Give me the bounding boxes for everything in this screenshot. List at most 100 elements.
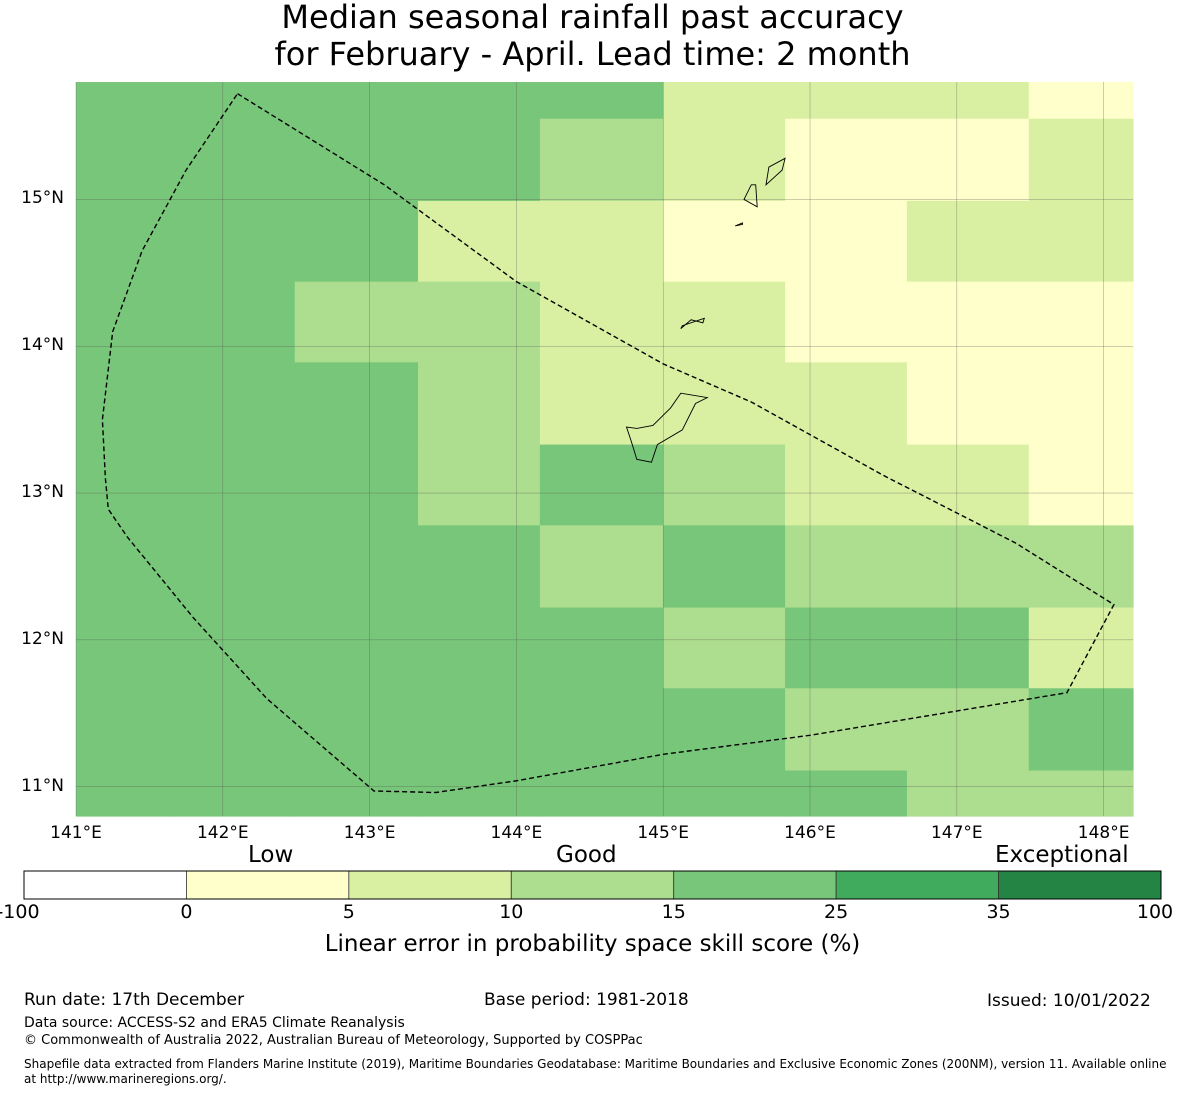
grid-cell xyxy=(418,281,541,363)
colorbar xyxy=(23,870,1162,900)
lon-tick-label: 145°E xyxy=(637,823,690,843)
copyright: © Commonwealth of Australia 2022, Austra… xyxy=(24,1033,643,1048)
grid-cell xyxy=(539,444,664,526)
island-coastline xyxy=(765,157,786,187)
grid-cell xyxy=(172,688,296,772)
lat-tick-label: 12°N xyxy=(21,628,64,649)
grid-cell xyxy=(418,362,541,446)
grid-cell xyxy=(172,362,296,446)
colorbar-tick-label: 15 xyxy=(661,901,686,923)
grid-cell xyxy=(76,607,174,689)
grid-cell xyxy=(418,770,541,817)
grid-cell xyxy=(539,770,664,817)
grid-cell xyxy=(785,444,908,526)
island-coastline xyxy=(625,392,709,463)
data-source: Data source: ACCESS-S2 and ERA5 Climate … xyxy=(24,1015,405,1031)
island-coastline xyxy=(743,184,758,208)
chart-title-line-2: for February - April. Lead time: 2 month xyxy=(274,35,911,73)
grid-cell xyxy=(1028,770,1134,817)
run-date: Run date: 17th December xyxy=(24,990,245,1010)
grid-cell xyxy=(1028,688,1134,772)
grid-cell xyxy=(663,200,786,283)
grid-cell xyxy=(539,82,664,120)
grid-cell xyxy=(1028,362,1134,446)
grid-cell xyxy=(1028,200,1134,283)
grid-cell xyxy=(1028,607,1134,689)
chart-title-line-1: Median seasonal rainfall past accuracy xyxy=(281,0,904,36)
grid-cell xyxy=(663,688,786,772)
colorbar-tick-label: 0 xyxy=(180,901,193,923)
grid-cell xyxy=(172,281,296,363)
legend-category-low: Low xyxy=(248,842,294,868)
colorbar-bin xyxy=(998,870,1162,900)
grid-cell xyxy=(76,770,174,817)
grid-cell xyxy=(539,362,664,446)
grid-cell xyxy=(172,444,296,526)
grid-cell xyxy=(906,82,1030,120)
skill-cells xyxy=(76,82,1134,817)
grid-cell xyxy=(76,281,174,363)
grid-cell xyxy=(294,82,419,120)
grid-cell xyxy=(906,281,1030,363)
grid-cell xyxy=(906,444,1030,526)
lon-tick-label: 147°E xyxy=(930,823,983,843)
colorbar-caption: Linear error in probability space skill … xyxy=(324,931,861,957)
grid-cell xyxy=(76,444,174,526)
grid-cell xyxy=(785,525,908,609)
grid-cell xyxy=(76,688,174,772)
grid-cell xyxy=(539,607,664,689)
grid-cell xyxy=(663,281,786,363)
grid-cell xyxy=(294,200,419,283)
grid-cell xyxy=(663,82,786,120)
grid-cell xyxy=(172,525,296,609)
shapefile-credit-line-2: at http://www.marineregions.org/. xyxy=(24,1072,227,1086)
grid-cell xyxy=(76,200,174,283)
grid-cell xyxy=(1028,444,1134,526)
lon-tick-label: 146°E xyxy=(784,823,836,843)
lat-tick-label: 11°N xyxy=(21,775,64,796)
grid-cell xyxy=(294,362,419,446)
colorbar-bin xyxy=(348,870,512,900)
grid-cell xyxy=(172,607,296,689)
grid-cell xyxy=(539,688,664,772)
colorbar-bin xyxy=(835,870,999,900)
grid-cell xyxy=(785,82,908,120)
grid-cell xyxy=(294,444,419,526)
grid-cell xyxy=(172,200,296,283)
grid-cell xyxy=(785,200,908,283)
grid-cell xyxy=(906,688,1030,772)
grid-cell xyxy=(418,200,541,283)
colorbar-bin xyxy=(23,870,187,900)
grid-cell xyxy=(76,525,174,609)
lon-tick-label: 144°E xyxy=(490,823,543,843)
grid-cell xyxy=(294,118,419,202)
colorbar-bin xyxy=(673,870,837,900)
grid-cell xyxy=(294,281,419,363)
eez-boundary-line xyxy=(101,93,1115,794)
grid-cell xyxy=(663,607,786,689)
lat-tick-label: 14°N xyxy=(21,335,64,356)
grid-cell xyxy=(906,770,1030,817)
grid-cell xyxy=(1028,281,1134,363)
grid-cell xyxy=(294,607,419,689)
grid-cell xyxy=(785,118,908,202)
grid-cell xyxy=(663,770,786,817)
colorbar-tick-label: 35 xyxy=(986,901,1011,923)
grid-cell xyxy=(663,444,786,526)
lat-tick-label: 15°N xyxy=(21,188,64,209)
colorbar-tick-label: 10 xyxy=(499,901,524,923)
shapefile-credit-line-1: Shapefile data extracted from Flanders M… xyxy=(24,1057,1167,1071)
colorbar-tick-label: -100 xyxy=(0,901,40,923)
island-coastline xyxy=(680,317,705,329)
lon-tick-label: 141°E xyxy=(50,823,102,843)
grid-cell xyxy=(294,770,419,817)
lon-tick-label: 148°E xyxy=(1077,823,1130,843)
legend-category-exceptional: Exceptional xyxy=(995,842,1129,868)
issued-date: Issued: 10/01/2022 xyxy=(987,991,1151,1011)
grid-cell xyxy=(906,118,1030,202)
colorbar-outline xyxy=(23,870,1162,900)
grid-cell xyxy=(418,525,541,609)
grid-cell xyxy=(76,82,174,120)
lat-tick-label: 13°N xyxy=(21,482,64,503)
